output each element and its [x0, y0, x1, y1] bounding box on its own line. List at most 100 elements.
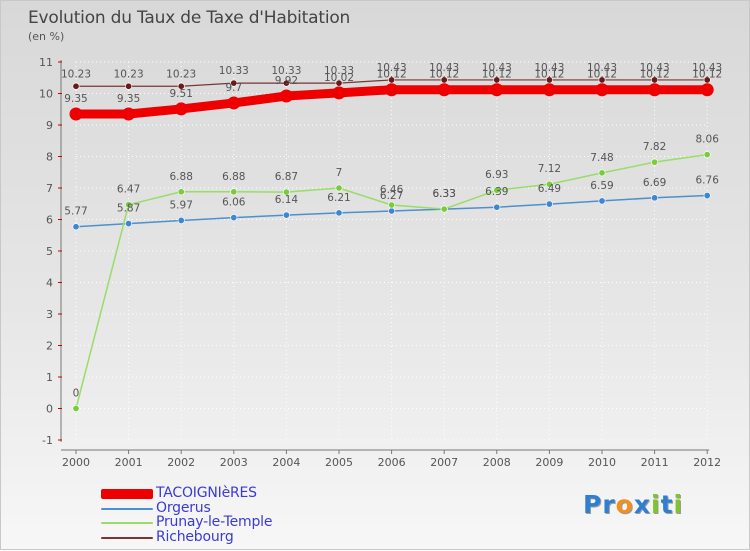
x-tick-label: 2010 [588, 456, 616, 469]
data-point-orgerus [545, 200, 553, 208]
data-point-richebourg [651, 76, 659, 84]
data-label-richebourg: 10.23 [114, 68, 144, 80]
data-point-prunay-le-temple [388, 201, 396, 209]
y-tick-label: 7 [46, 182, 53, 195]
logo-letter: r [602, 490, 616, 519]
x-tick-label: 2007 [430, 456, 458, 469]
x-tick-label: 2001 [115, 456, 143, 469]
data-point-tacoignieres [490, 83, 504, 97]
data-label-prunay-le-temple: 6.88 [170, 171, 193, 183]
data-label-prunay-le-temple: 7.12 [538, 163, 561, 175]
data-point-tacoignieres [385, 83, 399, 97]
data-label-richebourg: 10.43 [377, 62, 407, 74]
x-tick-label: 2004 [272, 456, 300, 469]
data-label-richebourg: 10.23 [61, 68, 91, 80]
data-label-orgerus: 5.87 [117, 203, 140, 215]
data-label-tacoignieres: 9.35 [64, 93, 87, 105]
logo-letter: i [651, 490, 661, 519]
data-point-orgerus [651, 194, 659, 202]
data-label-prunay-le-temple: 6.47 [117, 184, 140, 196]
data-label-prunay-le-temple: 6.93 [485, 169, 508, 181]
data-label-tacoignieres: 9.92 [275, 75, 298, 87]
logo-letter: x [633, 490, 651, 519]
data-label-prunay-le-temple: 6.33 [433, 188, 456, 200]
data-point-orgerus [72, 223, 80, 231]
data-point-orgerus [335, 209, 343, 217]
data-label-prunay-le-temple: 8.06 [696, 134, 720, 146]
data-point-orgerus [598, 197, 606, 205]
data-label-orgerus: 5.97 [170, 199, 193, 211]
data-point-richebourg [282, 79, 290, 87]
y-tick-label: 11 [39, 56, 53, 69]
data-label-orgerus: 5.77 [64, 206, 87, 218]
data-label-richebourg: 10.43 [429, 62, 459, 74]
data-point-prunay-le-temple [335, 184, 343, 192]
unit-label: (en %) [28, 30, 65, 43]
data-point-prunay-le-temple [125, 201, 133, 209]
data-label-richebourg: 10.43 [587, 62, 617, 74]
data-point-richebourg [703, 76, 711, 84]
data-label-richebourg: 10.43 [640, 62, 670, 74]
data-label-orgerus: 6.14 [275, 194, 299, 206]
data-label-richebourg: 10.33 [324, 65, 354, 77]
y-tick-label: 2 [46, 340, 53, 353]
data-label-tacoignieres: 10.12 [377, 69, 407, 81]
data-label-prunay-le-temple: 6.88 [222, 171, 245, 183]
data-label-orgerus: 6.39 [485, 186, 508, 198]
data-point-tacoignieres [700, 83, 714, 97]
x-tick-label: 2000 [62, 456, 90, 469]
y-tick-label: 1 [46, 371, 53, 384]
data-label-prunay-le-temple: 7 [336, 167, 343, 179]
data-point-tacoignieres [227, 96, 241, 110]
data-point-orgerus [177, 216, 185, 224]
data-point-prunay-le-temple [282, 188, 290, 196]
data-point-prunay-le-temple [230, 188, 238, 196]
data-point-orgerus [125, 220, 133, 228]
data-label-tacoignieres: 10.12 [640, 69, 670, 81]
chart-title: Evolution du Taux de Taxe d'Habitation [28, 8, 351, 28]
data-point-prunay-le-temple [545, 180, 553, 188]
data-point-prunay-le-temple [651, 158, 659, 166]
data-label-prunay-le-temple: 6.46 [380, 184, 404, 196]
x-tick-label: 2002 [167, 456, 195, 469]
data-label-orgerus: 6.76 [696, 175, 720, 187]
data-point-prunay-le-temple [177, 188, 185, 196]
data-label-richebourg: 10.43 [692, 62, 722, 74]
x-tick-label: 2005 [325, 456, 353, 469]
data-label-tacoignieres: 10.12 [587, 69, 617, 81]
data-point-richebourg [598, 76, 606, 84]
data-point-orgerus [703, 192, 711, 200]
data-point-orgerus [388, 207, 396, 215]
legend-label: TACOIGNIèRES [156, 485, 257, 501]
legend-swatch [101, 522, 153, 524]
data-point-orgerus [282, 211, 290, 219]
data-point-tacoignieres [542, 83, 556, 97]
data-point-richebourg [493, 76, 501, 84]
y-tick-label: 8 [46, 151, 53, 164]
data-label-orgerus: 6.69 [643, 177, 666, 189]
data-label-tacoignieres: 9.35 [117, 93, 140, 105]
data-point-tacoignieres [648, 83, 662, 97]
data-label-orgerus: 6.59 [590, 180, 613, 192]
data-label-richebourg: 10.43 [482, 62, 512, 74]
x-tick-label: 2011 [641, 456, 669, 469]
data-label-tacoignieres: 10.12 [692, 69, 722, 81]
data-point-richebourg [545, 76, 553, 84]
data-label-orgerus: 6.06 [222, 197, 246, 209]
data-label-tacoignieres: 10.02 [324, 72, 354, 84]
data-point-prunay-le-temple [703, 151, 711, 159]
y-tick-label: 4 [46, 277, 53, 290]
logo-letter: i [673, 490, 684, 519]
data-label-prunay-le-temple: 0 [73, 388, 80, 400]
data-point-tacoignieres [174, 102, 188, 116]
data-point-tacoignieres [595, 83, 609, 97]
x-tick-label: 2006 [378, 456, 406, 469]
logo-letter: P [583, 490, 603, 519]
data-label-orgerus: 6.27 [380, 190, 403, 202]
data-label-tacoignieres: 10.12 [429, 69, 459, 81]
y-tick-label: 9 [46, 119, 53, 132]
data-label-richebourg: 10.33 [219, 65, 249, 77]
data-label-tacoignieres: 9.51 [170, 88, 193, 100]
